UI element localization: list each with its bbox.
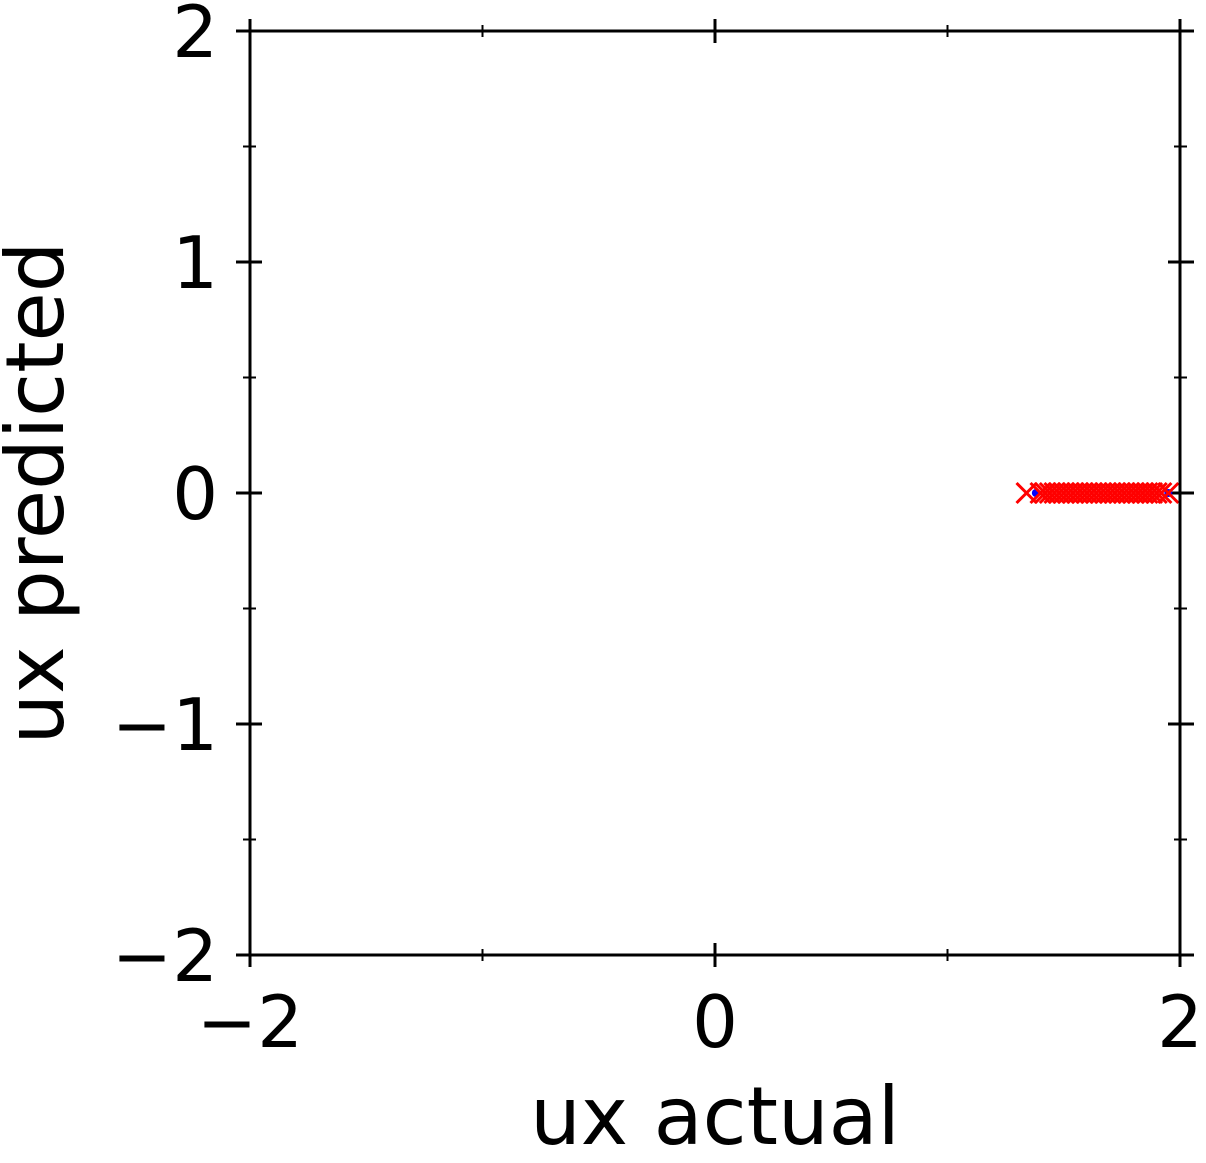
tick-labels: −2 0 2 −2 −1 0 1 2 xyxy=(112,0,1203,1064)
x-tick-label: 0 xyxy=(692,980,738,1064)
x-tick-label: 2 xyxy=(1157,980,1203,1064)
data-point-predicted xyxy=(1141,481,1164,505)
y-tick-label: −1 xyxy=(112,683,218,767)
x-tick-label: −2 xyxy=(197,980,303,1064)
data-series xyxy=(1015,481,1180,505)
y-axis-label: ux predicted xyxy=(0,242,82,745)
y-tick-label: 1 xyxy=(172,221,218,305)
data-point-predicted xyxy=(1157,481,1180,505)
y-tick-label: 2 xyxy=(172,0,218,74)
data-point-predicted xyxy=(1150,481,1173,505)
y-tick-label: 0 xyxy=(172,452,218,536)
plot-frame xyxy=(248,29,1182,957)
series-predicted xyxy=(1015,481,1180,505)
x-axis-label: ux actual xyxy=(530,1070,900,1163)
y-tick-label: −2 xyxy=(112,914,218,998)
